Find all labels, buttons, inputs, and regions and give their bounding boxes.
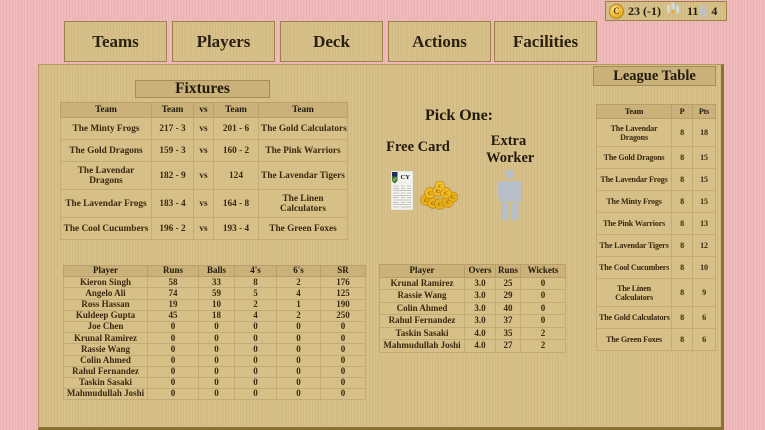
svg-text:C: C xyxy=(428,191,432,197)
svg-text:C: C xyxy=(451,195,455,201)
svg-text:C: C xyxy=(424,198,428,204)
svg-text:CY: CY xyxy=(401,174,411,181)
svg-text:C: C xyxy=(438,202,442,208)
svg-text:C: C xyxy=(431,201,435,207)
svg-text:C: C xyxy=(446,200,450,206)
svg-text:C: C xyxy=(438,184,442,190)
svg-text:C: C xyxy=(444,191,448,197)
